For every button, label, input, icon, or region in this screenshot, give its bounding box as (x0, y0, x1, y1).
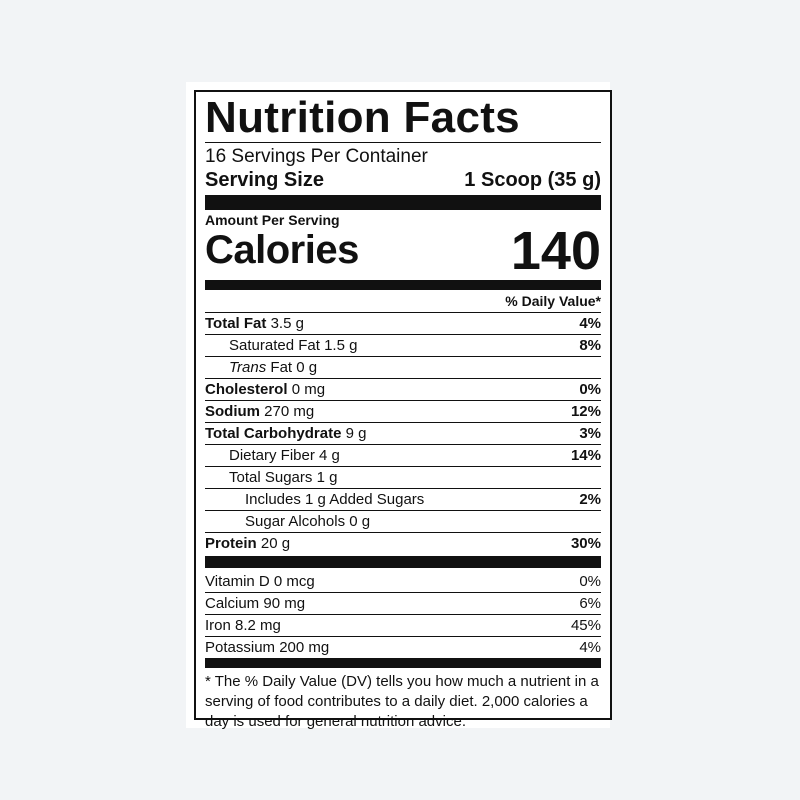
nutrient-amount: 20 g (260, 535, 291, 552)
nutrient-name: Sugar Alcohols (245, 513, 346, 530)
nutrient-name: Dietary Fiber (229, 447, 315, 464)
thick-divider (205, 195, 601, 210)
calories-value: 140 (510, 221, 601, 281)
calories-row: Calories 140 (205, 224, 601, 278)
nutrient-name: Includes 1 g Added Sugars (245, 491, 425, 508)
nutrient-name: Saturated Fat (229, 337, 320, 354)
nutrient-dv: 14% (570, 447, 601, 464)
nutrient-row-added-sugars: Includes 1 g Added Sugars 2% (205, 488, 601, 510)
nutrient-amount: 0 g (296, 359, 318, 376)
nutrient-row-trans-fat: Trans Fat 0 g (205, 356, 601, 378)
nutrient-row-sodium: Sodium 270 mg 12% (205, 400, 601, 422)
nutrient-name-italic: Trans (229, 359, 267, 376)
vitamin-dv: 6% (579, 595, 601, 612)
nutrient-amount: 1.5 g (324, 337, 358, 354)
vitamin-name: Iron (205, 617, 231, 634)
daily-value-header: % Daily Value* (505, 293, 601, 309)
medium-divider (205, 658, 601, 668)
nutrient-amount: 270 mg (264, 403, 315, 420)
nutrient-row-saturated-fat: Saturated Fat 1.5 g 8% (205, 334, 601, 356)
label-title: Nutrition Facts (205, 93, 520, 142)
nutrient-dv: 3% (579, 425, 601, 442)
amount-per-serving: Amount Per Serving (205, 212, 340, 228)
serving-size-label: Serving Size (205, 169, 324, 191)
nutrient-amount: 9 g (345, 425, 367, 442)
daily-value-footnote: * The % Daily Value (DV) tells you how m… (205, 673, 599, 730)
nutrient-row-total-sugars: Total Sugars 1 g (205, 466, 601, 488)
vitamin-name: Calcium (205, 595, 260, 612)
vitamin-amount: 200 mg (279, 639, 330, 656)
nutrient-name: Total Carbohydrate (205, 425, 342, 442)
vitamin-row-vitamin-d: Vitamin D 0 mcg 0% (205, 571, 601, 592)
nutrient-row-cholesterol: Cholesterol 0 mg 0% (205, 378, 601, 400)
divider (205, 142, 601, 143)
calories-label: Calories (205, 228, 359, 272)
nutrient-amount: 1 g (316, 469, 338, 486)
nutrient-row-dietary-fiber: Dietary Fiber 4 g 14% (205, 444, 601, 466)
vitamin-row-potassium: Potassium 200 mg 4% (205, 636, 601, 658)
vitamin-dv: 4% (579, 639, 601, 656)
vitamin-amount: 8.2 mg (235, 617, 281, 634)
nutrient-row-sugar-alcohols: Sugar Alcohols 0 g (205, 510, 601, 532)
nutrient-dv: 0% (579, 381, 601, 398)
nutrient-row-protein: Protein 20 g 30% (205, 532, 601, 554)
nutrition-facts-panel: Nutrition Facts 16 Servings Per Containe… (194, 90, 612, 730)
nutrient-dv: 8% (579, 337, 601, 354)
nutrient-name: Total Sugars (229, 469, 313, 486)
vitamin-row-iron: Iron 8.2 mg 45% (205, 614, 601, 636)
nutrient-amount: 0 g (349, 513, 371, 530)
vitamin-dv: 0% (579, 573, 601, 590)
nutrient-dv: 4% (579, 315, 601, 332)
nutrient-name: Cholesterol (205, 381, 288, 398)
nutrient-name: Sodium (205, 403, 260, 420)
nutrient-row-total-carbohydrate: Total Carbohydrate 9 g 3% (205, 422, 601, 444)
vitamin-amount: 0 mcg (273, 573, 315, 590)
nutrient-dv: 2% (579, 491, 601, 508)
nutrient-name: Fat (270, 359, 293, 376)
thick-divider (205, 556, 601, 568)
nutrient-amount: 3.5 g (270, 315, 304, 332)
nutrient-name: Protein (205, 535, 257, 552)
vitamin-row-calcium: Calcium 90 mg 6% (205, 592, 601, 614)
nutrient-row-total-fat: Total Fat 3.5 g 4% (205, 312, 601, 334)
nutrition-label-card: Nutrition Facts 16 Servings Per Containe… (186, 82, 612, 730)
nutrient-amount: 4 g (319, 447, 340, 464)
vitamin-dv: 45% (570, 617, 601, 634)
medium-divider (205, 280, 601, 290)
vitamin-name: Potassium (205, 639, 276, 656)
vitamin-amount: 90 mg (263, 595, 306, 612)
nutrient-dv: 30% (570, 535, 601, 552)
servings-per-container: 16 Servings Per Container (205, 146, 428, 167)
serving-size-row: Serving Size 1 Scoop (35 g) (205, 168, 601, 195)
nutrient-amount: 0 mg (291, 381, 326, 398)
serving-size-value: 1 Scoop (35 g) (464, 169, 601, 191)
nutrient-dv: 12% (570, 403, 601, 420)
nutrient-name: Total Fat (205, 315, 267, 332)
vitamin-name: Vitamin D (205, 573, 270, 590)
